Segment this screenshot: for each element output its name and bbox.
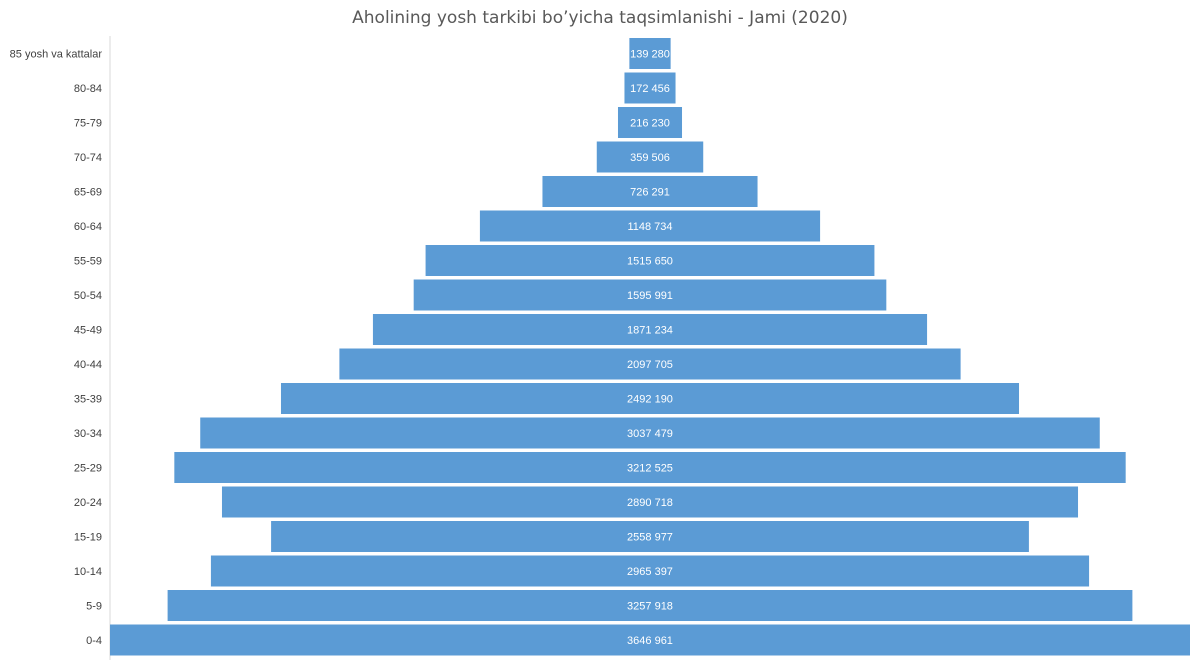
value-label-1: 172 456 bbox=[630, 83, 670, 95]
bar-11 bbox=[200, 417, 1100, 449]
value-label-8: 1871 234 bbox=[627, 325, 673, 337]
chart-title: Aholining yosh tarkibi bo’yicha taqsimla… bbox=[352, 8, 848, 28]
value-label-16: 3257 918 bbox=[627, 601, 673, 613]
bar-3 bbox=[596, 141, 704, 173]
value-label-13: 2890 718 bbox=[627, 497, 673, 509]
bar-7 bbox=[413, 279, 887, 311]
bar-10 bbox=[280, 383, 1020, 414]
value-label-4: 726 291 bbox=[630, 187, 670, 199]
category-label-9: 40-44 bbox=[74, 359, 102, 371]
category-label-14: 15-19 bbox=[74, 532, 102, 544]
category-label-15: 10-14 bbox=[74, 566, 102, 578]
bar-14 bbox=[271, 521, 1029, 552]
value-label-15: 2965 397 bbox=[627, 566, 673, 578]
value-label-11: 3037 479 bbox=[627, 428, 673, 440]
category-label-0: 85 yosh va kattalar bbox=[10, 49, 103, 61]
category-label-12: 25-29 bbox=[74, 463, 102, 475]
bar-4 bbox=[542, 176, 758, 207]
value-label-0: 139 280 bbox=[630, 49, 670, 61]
value-label-9: 2097 705 bbox=[627, 359, 673, 371]
category-label-1: 80-84 bbox=[74, 83, 102, 95]
category-label-13: 20-24 bbox=[74, 497, 102, 509]
bar-6 bbox=[425, 245, 875, 276]
bar-8 bbox=[372, 314, 928, 345]
value-label-17: 3646 961 bbox=[627, 635, 673, 647]
category-label-7: 50-54 bbox=[74, 290, 102, 302]
bar-1 bbox=[624, 72, 676, 104]
value-labels-layer: 139 280 172 456 216 230 359 506 726 291 1148 … bbox=[627, 49, 673, 648]
category-label-4: 65-69 bbox=[74, 187, 102, 199]
category-label-8: 45-49 bbox=[74, 325, 102, 337]
bar-17 bbox=[110, 624, 1190, 656]
bar-2 bbox=[617, 107, 683, 138]
category-label-6: 55-59 bbox=[74, 256, 102, 268]
category-labels-layer: 85 yosh va kattalar 80-84 75-79 70-74 65-69 6… bbox=[10, 49, 103, 648]
bar-15 bbox=[210, 555, 1090, 587]
bar-13 bbox=[221, 486, 1079, 518]
bar-5 bbox=[479, 210, 821, 242]
category-label-5: 60-64 bbox=[74, 221, 102, 233]
bar-12 bbox=[174, 452, 1126, 483]
value-label-5: 1148 734 bbox=[627, 221, 672, 233]
value-label-3: 359 506 bbox=[630, 152, 670, 164]
value-label-12: 3212 525 bbox=[627, 463, 673, 475]
category-label-16: 5-9 bbox=[86, 601, 102, 613]
bar-0 bbox=[629, 38, 671, 69]
category-label-10: 35-39 bbox=[74, 394, 102, 406]
value-label-14: 2558 977 bbox=[627, 532, 673, 544]
value-label-10: 2492 190 bbox=[627, 394, 673, 406]
category-label-2: 75-79 bbox=[74, 118, 102, 130]
value-label-2: 216 230 bbox=[630, 118, 670, 130]
category-label-17: 0-4 bbox=[86, 635, 102, 647]
value-label-7: 1595 991 bbox=[627, 290, 673, 302]
bar-16 bbox=[167, 590, 1133, 621]
category-label-3: 70-74 bbox=[74, 152, 102, 164]
category-label-11: 30-34 bbox=[74, 428, 102, 440]
value-label-6: 1515 650 bbox=[627, 256, 673, 268]
bar-9 bbox=[339, 348, 961, 380]
bars-layer bbox=[110, 38, 1190, 656]
